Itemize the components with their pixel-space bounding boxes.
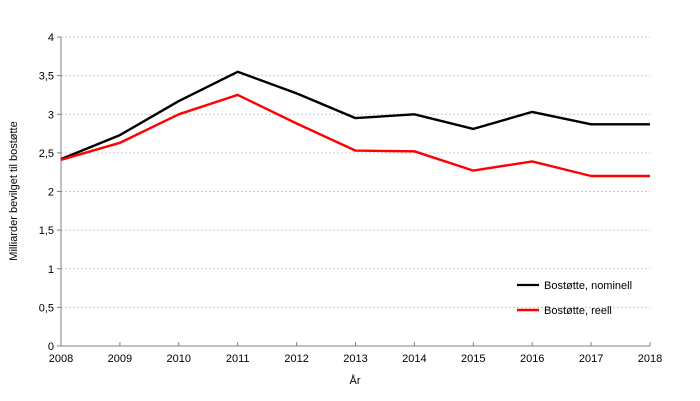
x-tick-label: 2012	[284, 353, 308, 365]
gridlines	[61, 36, 650, 308]
y-tick-label: 4	[48, 32, 54, 44]
x-tick-label: 2014	[402, 353, 426, 365]
legend-label-nominell: Bostøtte, nominell	[544, 280, 632, 292]
y-axis-title: Milliarder bevilget til bostøtte	[8, 121, 20, 260]
x-tick-label: 2015	[461, 353, 485, 365]
y-tick-label: 2,5	[39, 148, 54, 160]
tick-labels: 0 0,5 1 1,5 2 2,5 3 3,5 4 2008 2009 2010 2011 2012 201…	[39, 32, 663, 365]
x-tick-label: 2008	[49, 353, 73, 365]
x-tick-label: 2011	[226, 353, 250, 365]
y-tick-label: 0	[48, 341, 54, 353]
x-tick-label: 2009	[108, 353, 132, 365]
y-tick-label: 1	[48, 264, 54, 276]
series-line-nominell	[60, 70, 650, 161]
x-tick-label: 2013	[343, 353, 367, 365]
legend-label-reell: Bostøtte, reell	[544, 305, 612, 317]
x-tick-label: 2010	[167, 353, 191, 365]
series-lines	[60, 70, 650, 178]
x-tick-label: 2016	[520, 353, 544, 365]
x-tick-label: 2018	[638, 353, 662, 365]
x-tick-label: 2017	[579, 353, 603, 365]
y-tick-label: 3	[48, 109, 54, 121]
legend: Bostøtte, nominell Bostøtte, reell	[517, 280, 632, 317]
axes	[57, 36, 651, 347]
x-axis-title: År	[350, 374, 361, 387]
y-tick-label: 0,5	[39, 302, 54, 314]
y-tick-label: 2	[48, 187, 54, 199]
y-tick-label: 1,5	[39, 225, 54, 237]
y-tick-label: 3,5	[39, 71, 54, 83]
series-line-reell	[60, 93, 650, 178]
